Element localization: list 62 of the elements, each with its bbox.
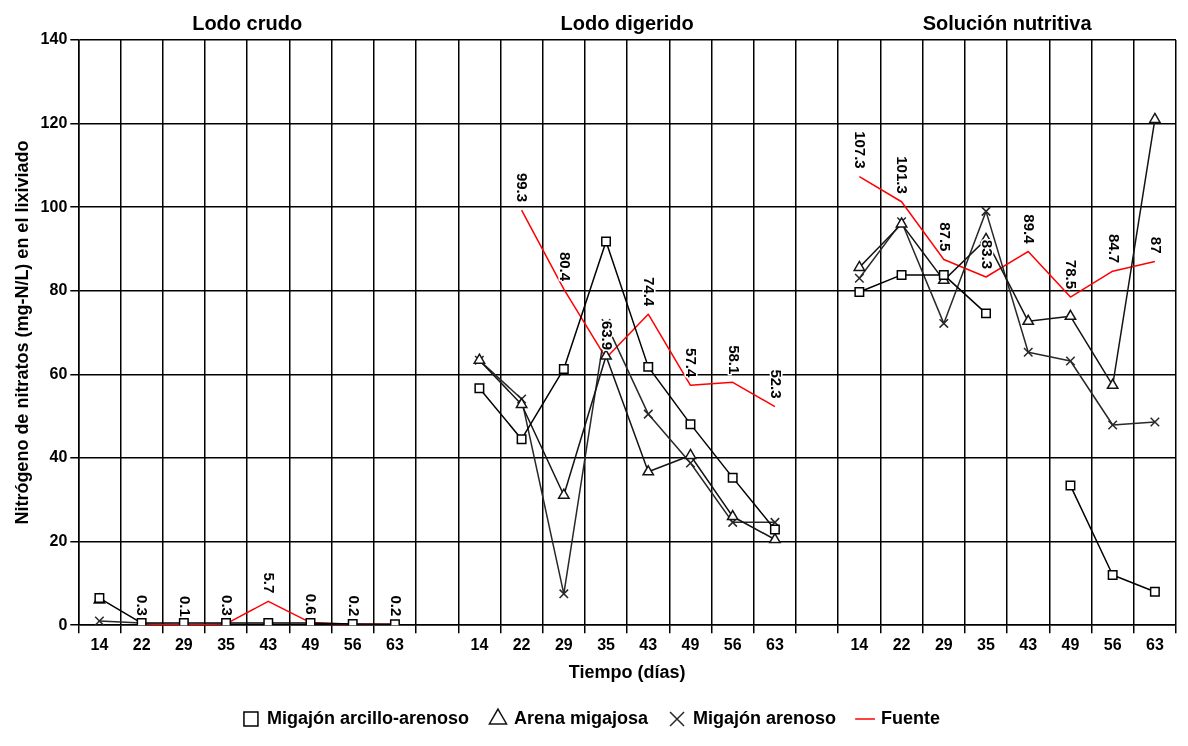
data-label: 74.4: [641, 277, 659, 307]
data-label: 58.1: [725, 345, 743, 375]
y-tick-label: 100: [40, 197, 68, 215]
x-tick-label: 63: [766, 636, 784, 654]
data-label: 87: [1147, 236, 1165, 254]
data-label: 0.2: [345, 595, 363, 617]
data-label: 52.3: [767, 369, 785, 399]
y-tick-label: 80: [49, 281, 68, 299]
data-label: 83.3: [978, 239, 996, 270]
y-tick-label: 20: [49, 532, 68, 550]
x-tick-label: 49: [1061, 636, 1080, 654]
x-tick-label: 29: [554, 636, 573, 654]
x-tick-label: 14: [850, 636, 869, 654]
x-tick-label: 14: [90, 636, 109, 654]
x-tick-label: 22: [132, 636, 151, 654]
x-tick-label: 49: [681, 636, 700, 654]
legend-label: Fuente: [881, 707, 941, 728]
x-tick-label: 35: [977, 636, 996, 654]
x-tick-label: 56: [343, 636, 362, 654]
x-tick-label: 22: [512, 636, 531, 654]
data-label: 0.3: [218, 595, 236, 616]
x-tick-label: 63: [1145, 636, 1164, 654]
data-label: 0.1: [176, 595, 194, 617]
x-tick-label: 63: [386, 636, 404, 654]
data-label: 101.3: [894, 156, 912, 194]
data-label: 89.4: [1021, 214, 1039, 245]
x-tick-label: 56: [1103, 636, 1122, 654]
text: Lodo digerido: [560, 11, 694, 34]
text: Solución nutritiva: [922, 11, 1093, 34]
data-label: 0.3: [134, 595, 152, 616]
data-label: 5.7: [261, 572, 279, 594]
y-tick-label: 0: [58, 615, 68, 633]
y-tick-label: 40: [49, 448, 68, 466]
data-label: 63.9: [598, 320, 616, 351]
data-label: 80.4: [556, 251, 574, 282]
x-tick-label: 43: [259, 636, 278, 654]
x-tick-label: 56: [723, 636, 742, 654]
x-axis-title: Tiempo (días): [568, 662, 686, 683]
data-label: 99.3: [514, 172, 532, 203]
data-label: 84.7: [1105, 233, 1123, 264]
x-tick-label: 43: [639, 636, 658, 654]
x-tick-label: 14: [470, 636, 489, 654]
x-tick-label: 49: [301, 636, 320, 654]
x-tick-label: 29: [934, 636, 953, 654]
x-tick-label: 43: [1019, 636, 1038, 654]
data-label: 0.2: [387, 595, 405, 617]
x-tick-label: 22: [892, 636, 911, 654]
y-axis-title: Nitrógeno de nitratos (mg-N/L) en el lixiviado: [11, 140, 32, 525]
text: Lodo crudo: [192, 11, 303, 34]
legend-label: Migajón arcillo-arenoso: [266, 707, 469, 728]
y-tick-label: 120: [40, 114, 68, 132]
data-label: 78.5: [1063, 259, 1081, 290]
legend-label: Arena migajosa: [513, 707, 650, 728]
data-label: 87.5: [936, 222, 954, 252]
y-tick-label: 140: [40, 30, 68, 48]
x-tick-label: 35: [597, 636, 616, 654]
data-label: 0.6: [303, 593, 321, 615]
x-tick-label: 35: [217, 636, 236, 654]
legend-label: Migajón arenoso: [693, 707, 837, 728]
y-tick-label: 60: [49, 364, 68, 382]
data-label: 107.3: [852, 131, 870, 169]
x-tick-label: 29: [174, 636, 193, 654]
